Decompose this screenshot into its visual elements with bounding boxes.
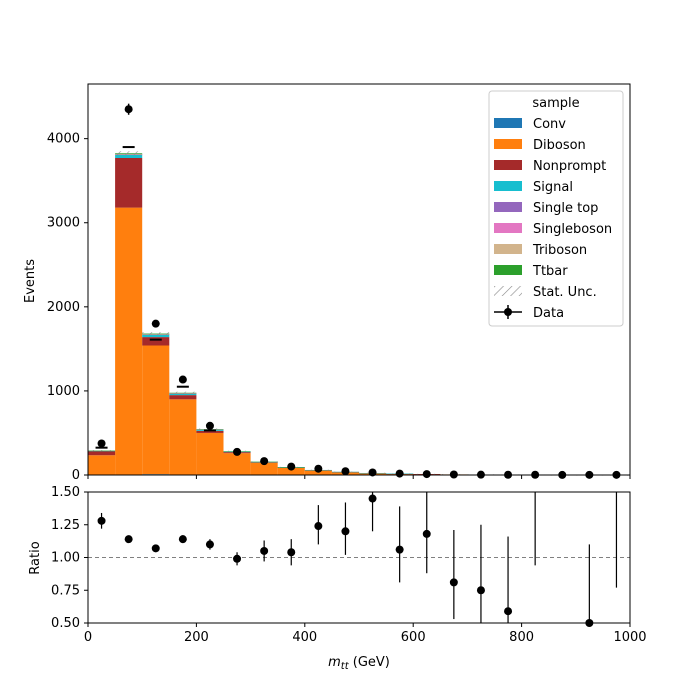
legend-swatch-nonprompt <box>494 160 522 170</box>
bar-nonprompt-bin-1 <box>115 157 143 208</box>
ratio-point-12 <box>422 529 431 538</box>
ratio-xtick-label-800: 800 <box>509 630 534 645</box>
legend-label-stat-unc: Stat. Unc. <box>533 285 597 300</box>
ratio-point-9 <box>341 527 350 536</box>
ratio-point-5 <box>233 554 242 563</box>
main-panel: 0 1000 2000 3000 4000 <box>47 83 631 483</box>
bar-signal-bin-2 <box>142 334 170 338</box>
ratio-ytick-label-3: 1.25 <box>51 518 80 533</box>
y-axis-label-ratio: Ratio <box>28 541 43 574</box>
ratio-point-7 <box>287 548 296 557</box>
bar-diboson-bin-6 <box>250 462 278 475</box>
ratio-xtick-label-0: 0 <box>84 630 92 645</box>
y-axis-label-events: Events <box>23 259 38 303</box>
main-ytick-label-2000: 2000 <box>47 300 80 315</box>
bar-diboson-bin-4 <box>196 432 224 475</box>
legend-items: Conv Diboson Nonprompt Signal Single top Sing… <box>494 117 612 321</box>
ratio-point-2 <box>151 544 160 553</box>
data-point-10 <box>368 468 377 477</box>
ratio-point-3 <box>178 535 187 544</box>
ratio-point-14 <box>476 586 485 595</box>
ratio-xtick-label-600: 600 <box>401 630 426 645</box>
legend-title: sample <box>532 96 579 111</box>
legend-swatch-data <box>504 308 512 316</box>
ratio-xtick-label-200: 200 <box>184 630 209 645</box>
ratio-point-10 <box>368 494 377 503</box>
data-point-6 <box>260 457 269 466</box>
bar-nonprompt-bin-4 <box>196 430 224 433</box>
data-point-0 <box>97 439 106 448</box>
legend-label-conv: Conv <box>533 117 566 132</box>
data-point-11 <box>395 469 404 478</box>
main-ytick-label-1000: 1000 <box>47 384 80 399</box>
ratio-point-6 <box>260 546 269 555</box>
ratio-point-8 <box>314 522 323 531</box>
legend-label-singleboson: Singleboson <box>533 222 612 237</box>
legend-label-data: Data <box>533 306 564 321</box>
bar-diboson-bin-0 <box>88 455 116 475</box>
ratio-ytick-label-1: 0.75 <box>51 583 80 598</box>
legend-label-triboson: Triboson <box>532 243 587 258</box>
ratio-point-1 <box>124 535 133 544</box>
ratio-point-0 <box>97 516 106 525</box>
data-point-9 <box>341 467 350 476</box>
ratio-ytick-label-4: 1.50 <box>51 485 80 500</box>
legend: sample Conv Diboson Nonprompt Signal Single … <box>488 90 624 327</box>
stat-unc-band-bin-1 <box>115 151 143 156</box>
bar-diboson-bin-3 <box>169 399 197 475</box>
legend-swatch-diboson <box>494 139 522 149</box>
ratio-panel: 0.50 0.75 1.00 1.25 1.50 0 200 400 600 800 1000 <box>51 485 647 645</box>
stat-unc-band-bin-3 <box>169 391 197 394</box>
ratio-point-13 <box>449 578 458 587</box>
legend-swatch-conv <box>494 118 522 128</box>
ratio-point-15 <box>504 607 513 616</box>
ratio-xtick-label-400: 400 <box>292 630 317 645</box>
main-ytick-label-0: 0 <box>72 468 80 483</box>
ratio-ytick-label-2: 1.00 <box>51 551 80 566</box>
data-point-13 <box>449 470 458 479</box>
x-axis-label: mtt (GeV) <box>328 655 390 672</box>
legend-label-ttbar: Ttbar <box>532 264 568 279</box>
bar-signal-bin-1 <box>115 154 143 158</box>
legend-swatch-singleboson <box>494 223 522 233</box>
data-point-3 <box>178 375 187 384</box>
data-point-8 <box>314 464 323 473</box>
ratio-xtick-label-1000: 1000 <box>613 630 646 645</box>
legend-frame <box>488 90 624 327</box>
data-point-7 <box>287 462 296 471</box>
bar-diboson-bin-2 <box>142 345 170 475</box>
ratio-point-4 <box>205 540 214 549</box>
data-point-4 <box>205 421 214 430</box>
main-ytick-label-3000: 3000 <box>47 216 80 231</box>
bar-nonprompt-bin-2 <box>142 337 170 346</box>
legend-swatch-signal <box>494 181 522 191</box>
stat-unc-band-bin-0 <box>88 450 116 452</box>
legend-label-single-top: Single top <box>533 201 598 216</box>
bar-diboson-bin-5 <box>223 453 251 475</box>
bar-diboson-bin-1 <box>115 207 143 475</box>
legend-label-signal: Signal <box>533 180 573 195</box>
legend-swatch-stat-unc <box>494 286 522 296</box>
data-point-12 <box>422 470 431 479</box>
legend-swatch-ttbar <box>494 265 522 275</box>
data-point-1 <box>124 105 133 114</box>
legend-label-nonprompt: Nonprompt <box>533 159 606 174</box>
data-point-5 <box>233 447 242 456</box>
legend-swatch-triboson <box>494 244 522 254</box>
main-plot-frame <box>87 83 631 476</box>
stat-unc-band-bin-2 <box>142 332 170 335</box>
ratio-point-11 <box>395 545 404 554</box>
bar-diboson-bin-7 <box>277 467 305 475</box>
legend-label-diboson: Diboson <box>533 138 586 153</box>
legend-swatch-single-top <box>494 202 522 212</box>
ratio-ytick-label-0: 0.50 <box>51 616 80 631</box>
main-ytick-label-4000: 4000 <box>47 132 80 147</box>
bar-signal-bin-3 <box>169 393 197 396</box>
data-point-2 <box>151 319 160 328</box>
bar-nonprompt-bin-0 <box>88 451 116 456</box>
bar-nonprompt-bin-3 <box>169 395 197 400</box>
